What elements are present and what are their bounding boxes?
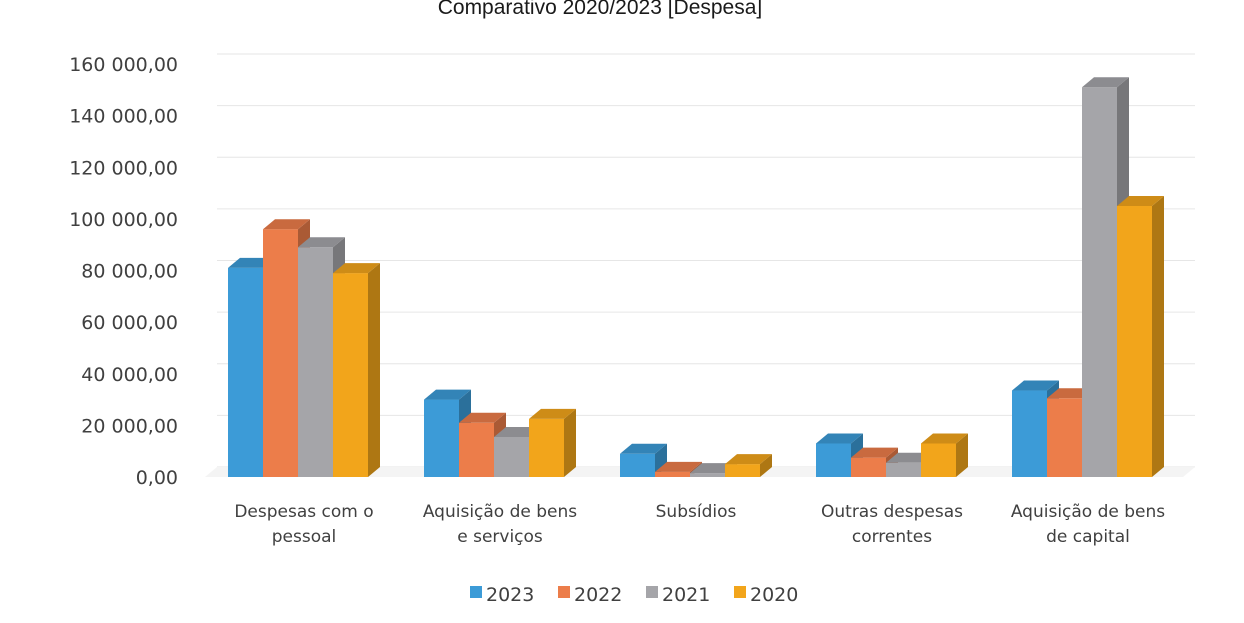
bar-top xyxy=(459,412,506,423)
x-category-label: Aquisição de bens e serviços xyxy=(423,502,577,547)
bar-top xyxy=(725,454,772,465)
y-tick-label: 160 000,00 xyxy=(69,54,178,76)
legend-item-2022: 2022 xyxy=(558,584,622,606)
legend-item-2023: 2023 xyxy=(470,584,534,606)
legend-label: 2020 xyxy=(750,584,798,606)
legend-swatch xyxy=(558,586,570,598)
bar-top xyxy=(1012,380,1059,391)
bar-top xyxy=(921,433,968,444)
bar-2020-3 xyxy=(921,433,968,477)
y-tick-label: 40 000,00 xyxy=(81,364,178,386)
bar-front xyxy=(263,229,298,477)
bar-2020-1 xyxy=(529,408,576,477)
bar-top xyxy=(263,219,310,230)
bar-front xyxy=(886,462,921,477)
x-category-label: Outras despesas correntes xyxy=(821,502,963,547)
bar-front xyxy=(690,473,725,477)
bar-top xyxy=(655,461,702,472)
bar-front xyxy=(529,418,564,477)
bar-side xyxy=(564,408,576,477)
chart-title: Comparativo 2020/2023 [Despesa] xyxy=(438,0,763,19)
bars xyxy=(228,77,1164,477)
bar-front xyxy=(655,471,690,477)
legend-label: 2023 xyxy=(486,584,534,606)
bar-top xyxy=(620,443,667,454)
bar-side xyxy=(956,433,968,477)
legend-swatch xyxy=(646,586,658,598)
bar-top xyxy=(529,408,576,419)
x-category-label: Aquisição de bens de capital xyxy=(1011,502,1165,547)
legend-swatch xyxy=(734,586,746,598)
y-tick-label: 20 000,00 xyxy=(81,415,178,437)
bar-2020-2 xyxy=(725,454,772,477)
bar-top xyxy=(298,237,345,248)
x-axis: Despesas com o pessoal Aquisição de bens e … xyxy=(234,502,1165,547)
bar-2020-4 xyxy=(1117,195,1164,477)
legend-item-2021: 2021 xyxy=(646,584,710,606)
bar-side xyxy=(760,454,772,477)
y-tick-label: 80 000,00 xyxy=(81,261,178,283)
bar-top xyxy=(816,433,863,444)
bar-front xyxy=(851,457,886,477)
bar-top xyxy=(1082,77,1129,88)
bar-top xyxy=(1117,195,1164,206)
bar-front xyxy=(1082,87,1117,477)
bar-top xyxy=(333,263,380,274)
legend-swatch xyxy=(470,586,482,598)
bar-front xyxy=(921,443,956,477)
x-category-label: Despesas com o pessoal xyxy=(234,502,373,547)
bar-top xyxy=(851,447,898,458)
legend-label: 2021 xyxy=(662,584,710,606)
legend-label: 2022 xyxy=(574,584,622,606)
bar-front xyxy=(494,436,529,477)
bar-front xyxy=(1012,390,1047,477)
y-axis: 0,00 20 000,00 40 000,00 60 000,00 80 000,00… xyxy=(69,54,178,489)
y-tick-label: 60 000,00 xyxy=(81,312,178,334)
legend-item-2020: 2020 xyxy=(734,584,798,606)
bar-front xyxy=(228,267,263,477)
bar-front xyxy=(620,453,655,477)
x-category-label: Subsídios xyxy=(656,502,737,522)
bar-side xyxy=(1152,195,1164,477)
bar-side xyxy=(368,263,380,477)
legend: 2023 2022 2021 2020 xyxy=(470,584,798,606)
bar-front xyxy=(1047,398,1082,477)
bar-front xyxy=(424,399,459,477)
bar-front xyxy=(725,464,760,477)
bar-front xyxy=(1117,205,1152,477)
y-tick-label: 120 000,00 xyxy=(69,157,178,179)
bar-front xyxy=(459,422,494,477)
bar-front xyxy=(298,247,333,477)
bar-2020-0 xyxy=(333,263,380,477)
bar-top xyxy=(424,389,471,400)
bar-front xyxy=(816,443,851,477)
y-tick-label: 0,00 xyxy=(136,467,178,489)
y-tick-label: 100 000,00 xyxy=(69,209,178,231)
y-tick-label: 140 000,00 xyxy=(69,106,178,128)
bar-front xyxy=(333,273,368,477)
